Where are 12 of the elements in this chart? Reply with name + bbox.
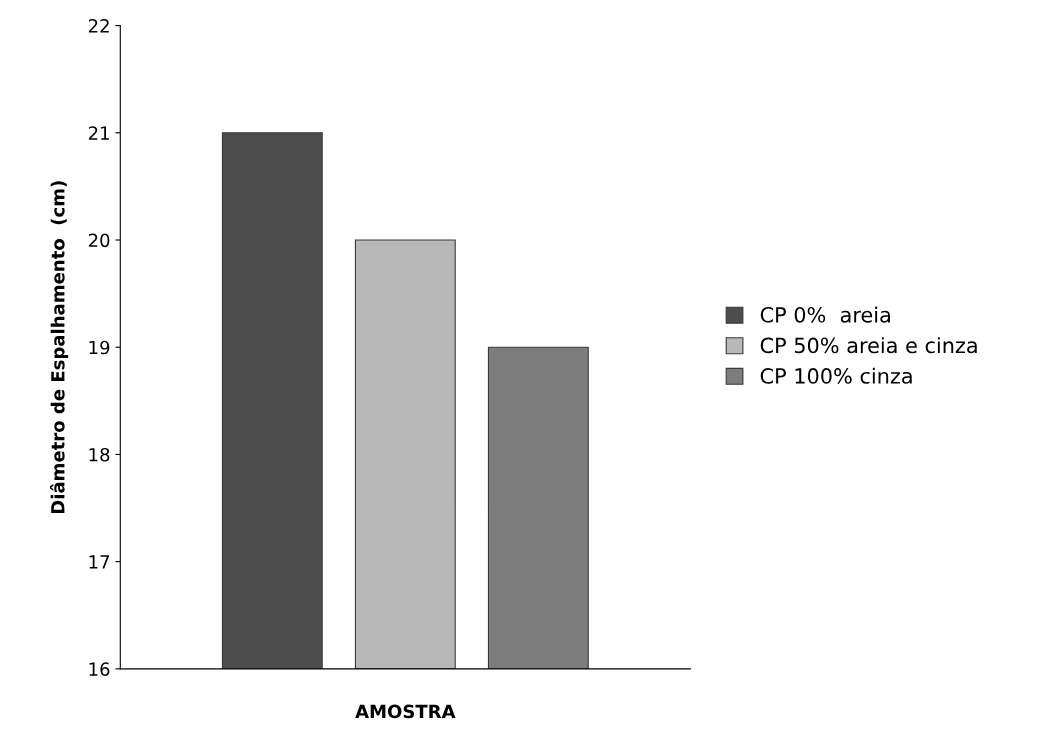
legend-label: CP 50% areia e cinza <box>760 337 977 354</box>
y-tick-label: 17 <box>89 555 110 569</box>
y-tick-label: 18 <box>89 447 110 462</box>
y-tick-label: 22 <box>88 19 109 33</box>
legend-label: CP 0% areia <box>760 306 890 323</box>
y-tick-label: 16 <box>89 662 110 676</box>
y-tick-label: 21 <box>88 126 109 140</box>
y-tick-label: 20 <box>88 233 110 248</box>
y-tick-label: 19 <box>89 340 110 355</box>
x-axis-title: AMOSTRA <box>355 704 456 719</box>
legend-label: CP 100% cinza <box>760 367 912 384</box>
y-axis-title: Diâmetro de Espalhamento (cm) <box>49 181 69 514</box>
